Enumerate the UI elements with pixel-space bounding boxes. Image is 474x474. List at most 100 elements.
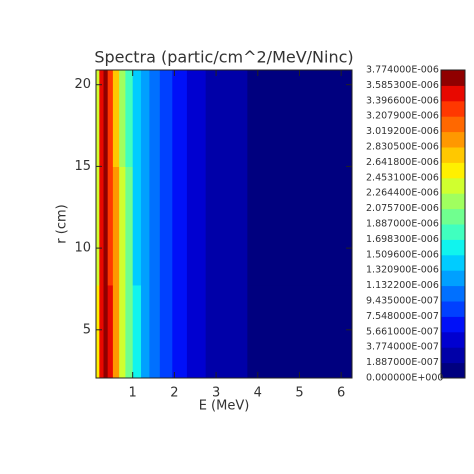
colorbar-band: [441, 224, 465, 240]
colorbar-label: 1.320900E-006: [366, 265, 439, 276]
contour-cell: [149, 70, 161, 168]
colorbar-band: [441, 85, 465, 102]
x-tick-label: 6: [337, 386, 345, 401]
colorbar-label: 3.774000E-007: [366, 342, 439, 353]
contour-cell: [141, 284, 150, 378]
y-tick-label: 20: [74, 77, 91, 92]
colorbar-label: 3.585300E-006: [366, 80, 439, 91]
plot-area: [96, 70, 352, 378]
colorbar-label: 3.019200E-006: [366, 126, 439, 137]
x-tick-label: 5: [295, 386, 303, 401]
contour-cell: [186, 70, 207, 168]
colorbar-band: [441, 177, 465, 194]
colorbar-band: [441, 362, 465, 379]
colorbar-band: [441, 331, 465, 348]
colorbar-label: 1.509600E-006: [366, 249, 439, 260]
colorbar-label: 9.435000E-007: [366, 296, 439, 307]
contour-cell: [205, 166, 228, 286]
colorbar-band: [441, 70, 465, 86]
colorbar-label: 3.774000E-006: [366, 65, 439, 76]
colorbar-band: [441, 347, 465, 364]
colorbar-band: [441, 147, 465, 163]
colorbar-band: [441, 270, 465, 287]
contour-cell: [103, 166, 109, 286]
contour-cell: [107, 166, 114, 286]
x-tick-label: 3: [212, 386, 220, 401]
colorbar-band: [441, 116, 465, 133]
contour-cell: [107, 284, 114, 378]
colorbar-label: 2.641800E-006: [366, 157, 439, 168]
contour-cell: [112, 166, 120, 286]
colorbar-band: [441, 100, 465, 117]
colorbar-band: [441, 254, 465, 271]
contour-cell: [99, 166, 105, 286]
x-axis-label: E (MeV): [199, 399, 250, 414]
contour-cell: [125, 284, 134, 378]
colorbar-label: 3.207900E-006: [366, 111, 439, 122]
colorbar-label: 1.698300E-006: [366, 234, 439, 245]
colorbar-band: [441, 316, 465, 333]
contour-cell: [226, 70, 248, 168]
plot-frame: [95, 69, 353, 379]
contour-cell: [278, 70, 321, 168]
contour-cell: [278, 284, 321, 378]
colorbar-band: [441, 193, 465, 210]
contour-cell: [226, 284, 248, 378]
x-tick-label: 4: [254, 386, 262, 401]
colorbar-band: [441, 208, 465, 225]
contour-cell: [125, 70, 134, 168]
contour-cell: [205, 284, 228, 378]
contour-cell: [96, 166, 100, 286]
contour-cell: [125, 166, 134, 286]
contour-cell: [119, 166, 126, 286]
contour-cell: [141, 166, 150, 286]
contour-cell: [103, 70, 109, 168]
contour-cell: [149, 284, 161, 378]
colorbar-frame: [440, 69, 466, 379]
contour-cell: [132, 284, 142, 378]
colorbar-label: 3.396600E-006: [366, 95, 439, 106]
y-tick-label: 15: [74, 159, 91, 174]
contour-cell: [141, 70, 150, 168]
contour-cell: [112, 70, 120, 168]
contour-cell: [172, 166, 188, 286]
colorbar-label: 2.830500E-006: [366, 142, 439, 153]
colorbar-band: [441, 239, 465, 256]
contour-cell: [96, 70, 100, 168]
y-axis-label: r (cm): [55, 204, 70, 243]
y-tick-label: 5: [83, 322, 91, 337]
contour-cell: [186, 166, 207, 286]
contour-cell: [320, 70, 352, 168]
contour-cell: [247, 70, 280, 168]
x-tick-label: 1: [129, 386, 137, 401]
contour-cell: [320, 284, 352, 378]
contour-cell: [247, 166, 280, 286]
colorbar-band: [441, 162, 465, 179]
contour-cell: [205, 70, 228, 168]
contour-cell: [159, 70, 173, 168]
colorbar-label: 2.453100E-006: [366, 172, 439, 183]
y-tick-label: 10: [74, 241, 91, 256]
contour-cell: [119, 70, 126, 168]
contour-cell: [149, 166, 161, 286]
colorbar-band: [441, 285, 465, 302]
contour-cell: [159, 166, 173, 286]
contour-cell: [96, 284, 100, 378]
contour-cell: [107, 70, 114, 168]
contour-cell: [112, 284, 120, 378]
colorbar-label: 1.887000E-006: [366, 219, 439, 230]
colorbar-label: 0.000000E+000: [366, 373, 443, 384]
contour-cell: [99, 284, 105, 378]
colorbar-band: [441, 301, 465, 317]
contour-cell: [132, 70, 142, 168]
contour-cell: [172, 284, 188, 378]
x-tick-label: 2: [170, 386, 178, 401]
contour-cell: [172, 70, 188, 168]
contour-cell: [278, 166, 321, 286]
chart-title: Spectra (partic/cm^2/MeV/Ninc): [94, 48, 353, 67]
colorbar-label: 7.548000E-007: [366, 311, 439, 322]
colorbar-label: 5.661000E-007: [366, 326, 439, 337]
colorbar-label: 2.264400E-006: [366, 188, 439, 199]
colorbar-band: [441, 131, 465, 148]
